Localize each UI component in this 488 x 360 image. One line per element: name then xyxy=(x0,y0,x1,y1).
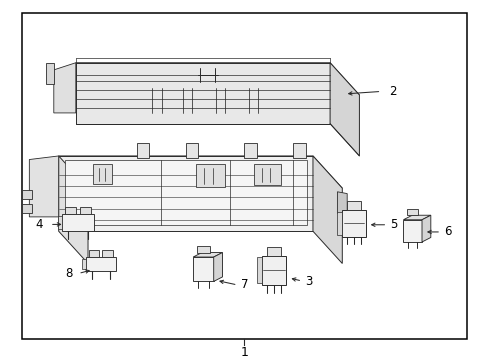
Polygon shape xyxy=(254,164,281,185)
Bar xyxy=(137,143,149,158)
Text: 8: 8 xyxy=(65,267,72,280)
Text: 4: 4 xyxy=(36,218,43,231)
Text: 2: 2 xyxy=(388,85,395,98)
Polygon shape xyxy=(58,216,62,229)
Polygon shape xyxy=(62,214,94,231)
Polygon shape xyxy=(22,190,32,199)
Polygon shape xyxy=(421,215,430,242)
Polygon shape xyxy=(59,156,342,188)
Polygon shape xyxy=(213,252,222,282)
Polygon shape xyxy=(64,160,306,225)
Bar xyxy=(244,143,256,158)
Polygon shape xyxy=(407,209,417,215)
Polygon shape xyxy=(329,63,359,156)
Polygon shape xyxy=(197,246,209,252)
Polygon shape xyxy=(403,220,421,242)
Polygon shape xyxy=(29,156,59,217)
Polygon shape xyxy=(256,257,261,283)
Polygon shape xyxy=(59,156,88,264)
Text: 6: 6 xyxy=(443,225,450,238)
Text: 7: 7 xyxy=(240,279,247,292)
Polygon shape xyxy=(312,156,342,264)
Text: 5: 5 xyxy=(389,218,397,231)
Polygon shape xyxy=(76,63,359,95)
Polygon shape xyxy=(80,207,91,214)
Polygon shape xyxy=(193,252,222,257)
Polygon shape xyxy=(195,164,224,187)
Bar xyxy=(185,143,198,158)
Polygon shape xyxy=(261,256,285,285)
Polygon shape xyxy=(22,204,32,213)
Polygon shape xyxy=(88,250,99,257)
Polygon shape xyxy=(346,201,360,210)
Polygon shape xyxy=(59,156,312,231)
Polygon shape xyxy=(342,210,365,237)
Polygon shape xyxy=(337,192,346,215)
Polygon shape xyxy=(54,63,76,113)
Polygon shape xyxy=(102,250,113,257)
Polygon shape xyxy=(85,257,116,271)
Polygon shape xyxy=(266,247,281,256)
Polygon shape xyxy=(46,63,54,84)
Polygon shape xyxy=(193,257,213,282)
Polygon shape xyxy=(403,215,430,220)
Polygon shape xyxy=(65,207,76,214)
Text: 1: 1 xyxy=(240,346,248,359)
Polygon shape xyxy=(76,63,329,124)
Polygon shape xyxy=(337,212,342,235)
Bar xyxy=(293,143,305,158)
Polygon shape xyxy=(81,259,85,269)
Polygon shape xyxy=(93,164,112,184)
Text: 3: 3 xyxy=(305,275,312,288)
